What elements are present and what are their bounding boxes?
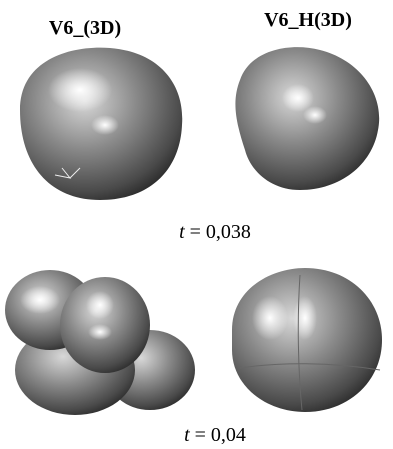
caption: t = 0,04 xyxy=(184,424,246,446)
render-bottom-left xyxy=(5,270,195,415)
label: V6_H(3D) xyxy=(264,9,352,31)
render-bottom-right xyxy=(232,268,382,412)
render-top-right xyxy=(235,47,379,190)
caption-text: = 0,038 xyxy=(190,221,251,243)
caption: t = 0,038 xyxy=(179,221,251,243)
caption-text: = 0,04 xyxy=(195,424,246,446)
render-top-left xyxy=(20,48,182,200)
caption-symbol: t xyxy=(179,221,185,243)
label: V6_(3D) xyxy=(49,17,121,39)
figure: V6_(3D) V6_H(3D) t = 0,038 t = 0,04 xyxy=(0,0,393,449)
caption-symbol: t xyxy=(184,424,190,446)
